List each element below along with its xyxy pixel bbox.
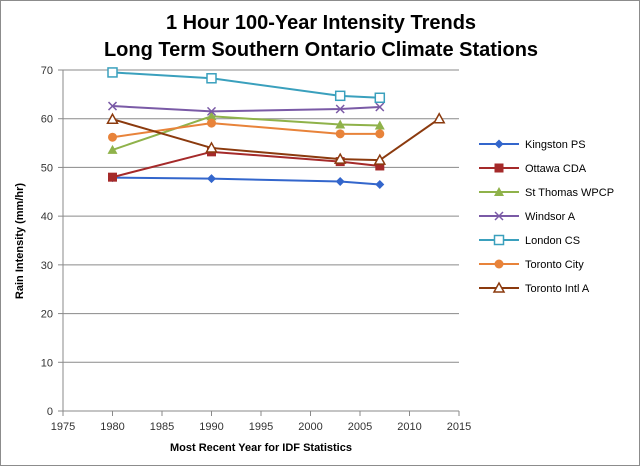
point-windsor-a-1980-stroke-b xyxy=(107,101,118,111)
legend-marker-toronto-city xyxy=(494,259,504,269)
legend: Kingston PS Ottawa CDA St Thomas WPCP Winds… xyxy=(479,139,614,295)
point-windsor-a-1980 xyxy=(107,101,118,111)
x-tick-label-1975: 1975 xyxy=(51,421,75,433)
legend-item-st-thomas-wpcp: St Thomas WPCP xyxy=(479,187,614,199)
legend-marker-st-thomas-wpcp xyxy=(494,187,504,196)
legend-label-kingston-ps: Kingston PS xyxy=(525,139,586,151)
legend-item-toronto-intl-a: Toronto Intl A xyxy=(479,281,590,295)
legend-label-toronto-city: Toronto City xyxy=(525,259,584,271)
point-toronto-intl-a-1990 xyxy=(205,141,218,153)
x-tick-label-2000: 2000 xyxy=(298,421,322,433)
point-toronto-city-2003 xyxy=(335,129,345,139)
point-toronto-city-1980 xyxy=(108,132,117,142)
point-toronto-city-2007 xyxy=(375,129,385,139)
legend-item-london-cs: London CS xyxy=(479,234,580,247)
legend-label-ottawa-cda: Ottawa CDA xyxy=(525,163,587,175)
series-line-london-cs xyxy=(112,71,380,99)
series-line-kingston-ps xyxy=(112,176,380,186)
y-tick-label-30: 30 xyxy=(41,260,53,272)
point-windsor-a-2007 xyxy=(375,102,385,112)
point-ottawa-cda-2007 xyxy=(375,161,385,171)
point-toronto-city-1990 xyxy=(207,118,216,128)
y-tick-label-70: 70 xyxy=(41,65,53,77)
y-tick-label-50: 50 xyxy=(41,162,53,174)
x-tick-label-1990: 1990 xyxy=(199,421,223,433)
x-tick-label-2005: 2005 xyxy=(348,421,372,433)
series-windsor-a xyxy=(107,101,385,116)
x-tick-label-1995: 1995 xyxy=(249,421,273,433)
series-toronto-intl-a xyxy=(106,112,446,165)
point-st-thomas-wpcp-2003 xyxy=(335,119,346,129)
point-st-thomas-wpcp-1980 xyxy=(107,144,118,154)
chart-title-line-1: 1 Hour 100-Year Intensity Trends xyxy=(166,12,476,34)
x-tick-label-1980: 1980 xyxy=(100,421,124,433)
y-tick-label-10: 10 xyxy=(41,357,53,369)
tick-labels: 0 10 20 30 40 50 60 70 1975 1980 1985 1990 1995 2000 2… xyxy=(41,65,471,433)
gridlines xyxy=(63,69,459,363)
series-line-windsor-a xyxy=(112,105,380,113)
point-st-thomas-wpcp-2007 xyxy=(374,120,385,130)
point-windsor-a-2003 xyxy=(335,104,345,114)
legend-marker-windsor-a-stroke-b xyxy=(494,211,504,221)
x-axis-title: Most Recent Year for IDF Statistics xyxy=(170,442,352,454)
series-ottawa-cda xyxy=(108,147,385,182)
point-kingston-ps-1990 xyxy=(207,174,216,184)
point-kingston-ps-2003 xyxy=(335,177,345,187)
legend-label-st-thomas-wpcp: St Thomas WPCP xyxy=(525,187,614,199)
legend-marker-kingston-ps xyxy=(494,139,504,149)
point-toronto-intl-a-2013 xyxy=(432,112,446,124)
point-windsor-a-2003-stroke-b xyxy=(335,104,345,114)
legend-marker-windsor-a xyxy=(494,211,504,221)
axes xyxy=(58,69,460,416)
legend-label-windsor-a: Windsor A xyxy=(525,211,576,223)
point-windsor-a-2007-stroke-b xyxy=(375,102,385,112)
series-line-toronto-intl-a xyxy=(112,117,440,162)
x-tick-label-1985: 1985 xyxy=(150,421,174,433)
y-tick-label-0: 0 xyxy=(47,406,53,418)
y-tick-label-40: 40 xyxy=(41,211,53,223)
series-line-ottawa-cda xyxy=(112,150,380,179)
legend-item-windsor-a: Windsor A xyxy=(479,211,576,223)
legend-label-toronto-intl-a: Toronto Intl A xyxy=(525,283,590,295)
legend-marker-london-cs xyxy=(493,234,505,246)
series-london-cs xyxy=(107,67,386,104)
legend-item-kingston-ps: Kingston PS xyxy=(479,139,586,151)
point-london-cs-2003 xyxy=(334,90,346,102)
series-toronto-city xyxy=(108,118,385,142)
series-line-toronto-city xyxy=(112,122,380,139)
y-tick-label-60: 60 xyxy=(41,114,53,126)
point-ottawa-cda-1980 xyxy=(108,172,117,182)
chart-title-line-2: Long Term Southern Ontario Climate Stati… xyxy=(104,39,538,61)
legend-item-toronto-city: Toronto City xyxy=(479,259,584,271)
point-london-cs-1990 xyxy=(206,73,217,84)
point-kingston-ps-2007 xyxy=(375,179,385,189)
point-toronto-intl-a-2003 xyxy=(333,152,347,164)
legend-marker-ottawa-cda xyxy=(494,163,504,173)
point-st-thomas-wpcp-1990 xyxy=(206,111,217,121)
point-london-cs-1980 xyxy=(107,67,118,78)
series-kingston-ps xyxy=(108,173,385,189)
point-windsor-a-1990 xyxy=(206,106,217,116)
point-windsor-a-1990-stroke-b xyxy=(206,106,217,116)
legend-marker-toronto-intl-a xyxy=(492,281,506,293)
legend-item-ottawa-cda: Ottawa CDA xyxy=(479,163,587,175)
legend-label-london-cs: London CS xyxy=(525,235,580,247)
x-tick-label-2015: 2015 xyxy=(447,421,471,433)
point-toronto-intl-a-1980 xyxy=(106,112,119,124)
x-tick-label-2010: 2010 xyxy=(397,421,421,433)
y-axis-title: Rain Intensity (mm/hr) xyxy=(14,183,26,299)
y-tick-label-20: 20 xyxy=(41,309,53,321)
point-toronto-intl-a-2007 xyxy=(373,153,387,165)
point-london-cs-2007 xyxy=(374,92,386,104)
series-group xyxy=(106,67,446,189)
